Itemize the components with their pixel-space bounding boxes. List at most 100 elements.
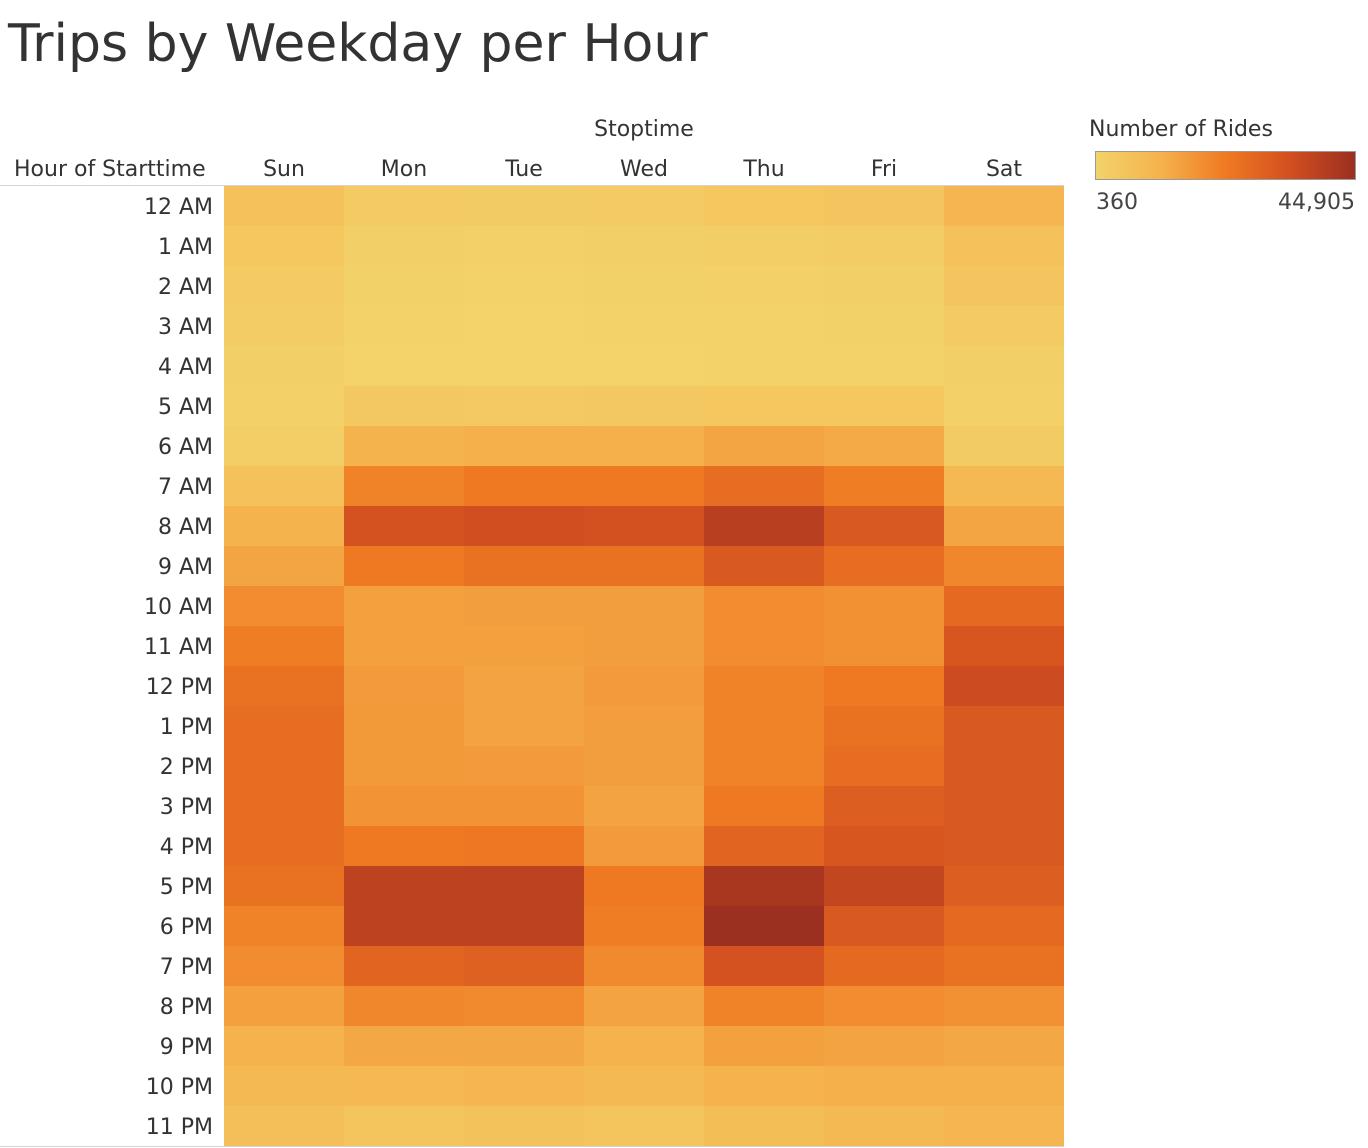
heatmap-cell [344, 346, 464, 386]
heatmap-cell [464, 226, 584, 266]
heatmap-cell [944, 906, 1064, 946]
heatmap-cell [824, 586, 944, 626]
heatmap-cell [224, 986, 344, 1026]
heatmap-cell [944, 626, 1064, 666]
heatmap-cell [224, 226, 344, 266]
column-label-mon: Mon [381, 157, 427, 182]
row-label: 10 AM [144, 595, 213, 620]
heatmap-cell [584, 746, 704, 786]
heatmap-cell [464, 306, 584, 346]
heatmap-cell [464, 586, 584, 626]
heatmap-cell [464, 186, 584, 226]
heatmap-cell [704, 666, 824, 706]
heatmap-cell [464, 786, 584, 826]
heatmap-cell [584, 1066, 704, 1106]
row-label: 3 AM [158, 315, 213, 340]
heatmap-cell [584, 186, 704, 226]
heatmap-cell [344, 1066, 464, 1106]
chart-title: Trips by Weekday per Hour [8, 14, 708, 74]
heatmap-cell [464, 906, 584, 946]
heatmap-cell [344, 626, 464, 666]
heatmap-cell [584, 546, 704, 586]
heatmap-cell [824, 746, 944, 786]
heatmap-cell [704, 506, 824, 546]
heatmap-cell [464, 426, 584, 466]
heatmap-cell [944, 1106, 1064, 1146]
heatmap-cell [704, 466, 824, 506]
heatmap-cell [584, 826, 704, 866]
heatmap-cell [224, 386, 344, 426]
row-label: 8 PM [160, 995, 213, 1020]
heatmap-cell [224, 866, 344, 906]
heatmap-cell [704, 1066, 824, 1106]
heatmap-cell [824, 866, 944, 906]
heatmap-cell [944, 546, 1064, 586]
heatmap-cell [464, 826, 584, 866]
legend-color-bar [1095, 151, 1356, 180]
row-label: 9 PM [160, 1035, 213, 1060]
heatmap-cell [944, 1026, 1064, 1066]
heatmap-cell [824, 546, 944, 586]
heatmap-cell [464, 866, 584, 906]
heatmap-cell [224, 786, 344, 826]
heatmap-cell [224, 306, 344, 346]
heatmap-cell [344, 426, 464, 466]
heatmap-cell [344, 386, 464, 426]
row-label: 12 PM [146, 675, 213, 700]
heatmap-cell [464, 746, 584, 786]
heatmap-cell [944, 826, 1064, 866]
heatmap-cell [344, 826, 464, 866]
heatmap-cell [824, 986, 944, 1026]
heatmap-cell [704, 306, 824, 346]
heatmap-cell [584, 946, 704, 986]
heatmap-cell [464, 986, 584, 1026]
heatmap-cell [704, 346, 824, 386]
heatmap-cell [944, 706, 1064, 746]
heatmap-cell [464, 346, 584, 386]
heatmap-cell [824, 186, 944, 226]
heatmap-cell [944, 346, 1064, 386]
column-header-group: Stoptime Sun Mon Tue Wed Thu Fri Sat [0, 117, 1064, 186]
heatmap-cell [584, 506, 704, 546]
heatmap-cell [704, 706, 824, 746]
heatmap-cell [464, 506, 584, 546]
heatmap-cell [224, 626, 344, 666]
heatmap-cell [944, 426, 1064, 466]
column-label-wed: Wed [620, 157, 668, 182]
heatmap-cell [704, 586, 824, 626]
row-label-group: Hour of Starttime 12 AM 1 AM 2 AM 3 AM 4 AM 5 … [14, 157, 213, 1140]
heatmap-cell [704, 786, 824, 826]
row-label: 6 PM [160, 915, 213, 940]
heatmap-cell [224, 506, 344, 546]
heatmap-cell [584, 1106, 704, 1146]
heatmap-cell [224, 546, 344, 586]
column-header-title: Stoptime [594, 117, 694, 142]
row-label: 4 AM [158, 355, 213, 380]
heatmap-cell [344, 226, 464, 266]
column-label-sun: Sun [263, 157, 305, 182]
heatmap-cell [824, 306, 944, 346]
heatmap-cell [944, 1066, 1064, 1106]
heatmap-cell [584, 706, 704, 746]
heatmap-cell [224, 586, 344, 626]
heatmap-cell [584, 1026, 704, 1066]
row-label: 11 PM [146, 1115, 213, 1140]
heatmap-cell [824, 346, 944, 386]
heatmap-cell [584, 426, 704, 466]
heatmap-cell [344, 586, 464, 626]
heatmap-cell [344, 1026, 464, 1066]
row-label: 7 PM [160, 955, 213, 980]
heatmap-cell [584, 346, 704, 386]
heatmap-cell [464, 626, 584, 666]
heatmap-cell [704, 746, 824, 786]
heatmap-cell [824, 706, 944, 746]
heatmap-cell [824, 506, 944, 546]
heatmap-cell [344, 506, 464, 546]
heatmap-cell [464, 946, 584, 986]
heatmap-cell [584, 266, 704, 306]
heatmap-cell [224, 346, 344, 386]
heatmap-cell [464, 666, 584, 706]
heatmap-cell [344, 706, 464, 746]
heatmap-cell [704, 626, 824, 666]
